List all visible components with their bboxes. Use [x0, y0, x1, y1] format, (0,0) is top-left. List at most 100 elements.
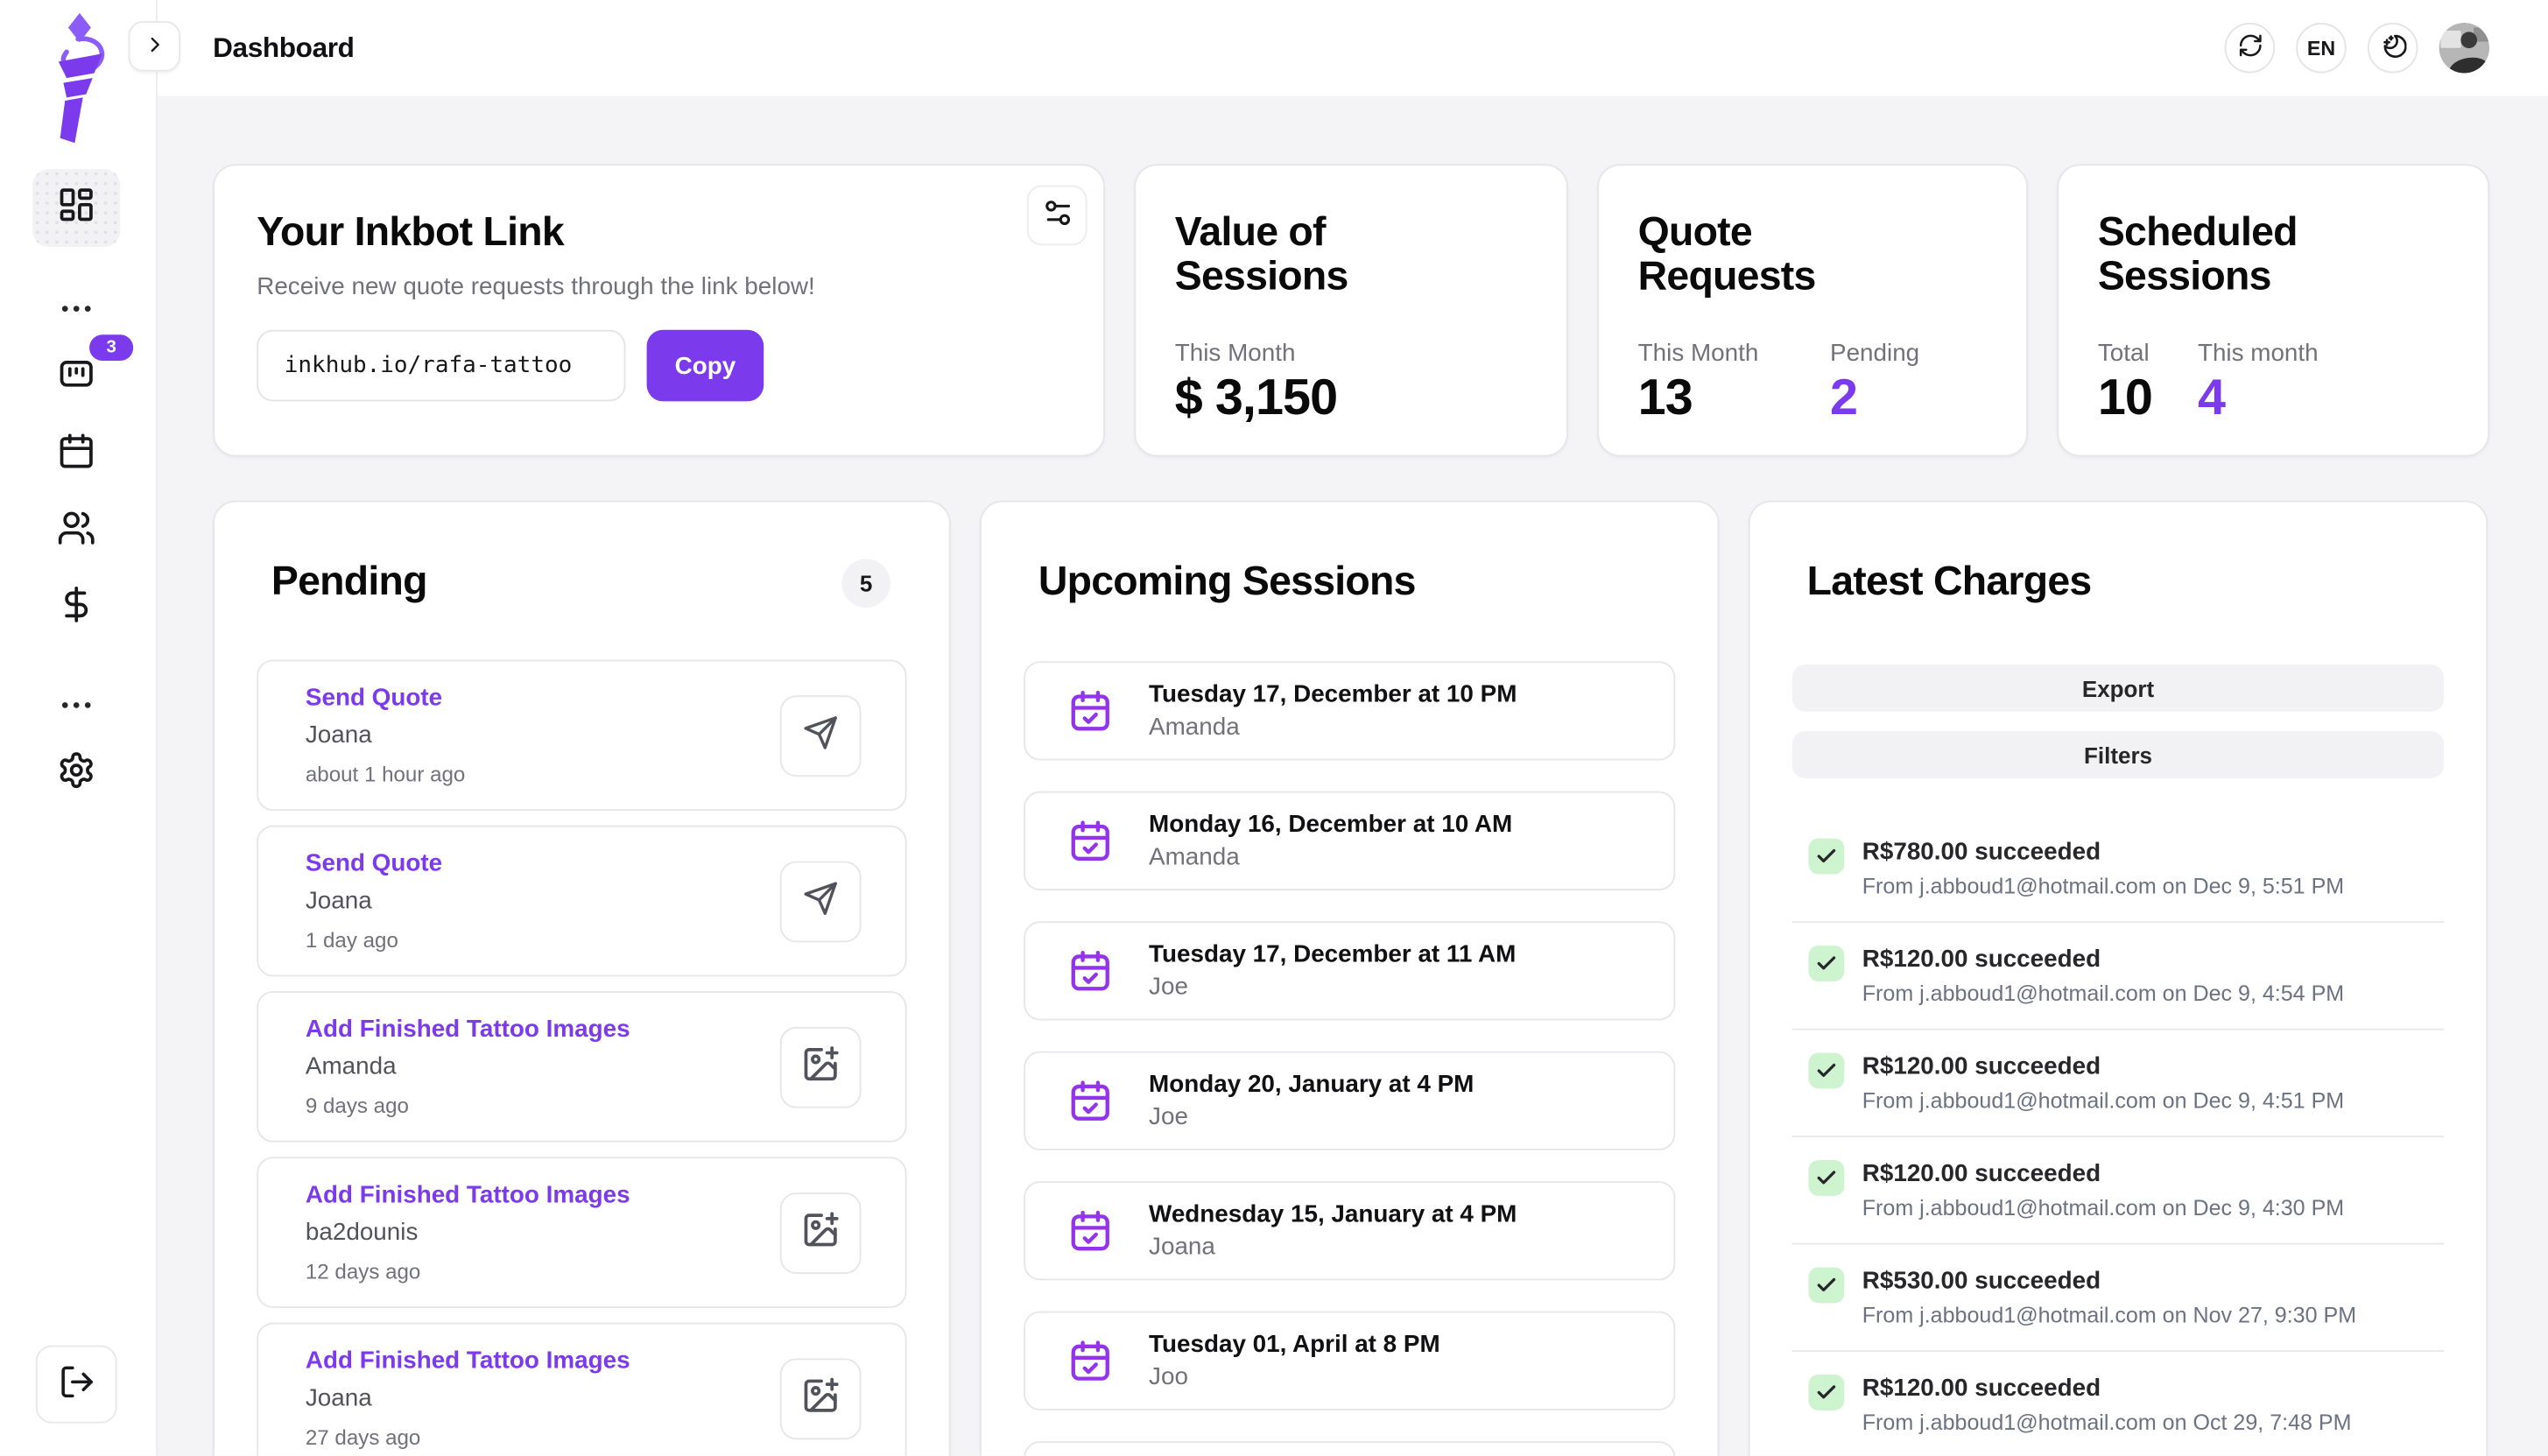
- logout-button[interactable]: [35, 1345, 117, 1424]
- pending-time: 9 days ago: [305, 1093, 409, 1118]
- pending-action-link[interactable]: Add Finished Tattoo Images: [305, 1181, 630, 1209]
- send-quote-button[interactable]: [779, 694, 862, 777]
- export-button[interactable]: Export: [1791, 665, 2445, 712]
- pending-item[interactable]: Send Quote Joana about 1 hour ago: [257, 659, 907, 812]
- add-images-button[interactable]: [779, 1192, 862, 1274]
- language-button[interactable]: EN: [2296, 22, 2347, 74]
- sidebar: 3: [0, 0, 158, 1456]
- charges-card-title: Latest Charges: [1806, 559, 2093, 605]
- pending-card: Pending 5 Send Quote Joana about 1 hour …: [213, 500, 951, 1456]
- app-logo[interactable]: [23, 10, 127, 146]
- sidebar-item-dashboard[interactable]: [32, 169, 121, 248]
- success-check-icon: [1808, 1160, 1845, 1196]
- sidebar-expand-button[interactable]: [128, 21, 180, 72]
- pending-action-link[interactable]: Add Finished Tattoo Images: [305, 1015, 630, 1044]
- charge-row: R$120.00 succeeded From j.abboud1@hotmai…: [1791, 923, 2445, 1030]
- latest-charges-card: Latest Charges Export Filters R$780.00 s…: [1748, 500, 2488, 1456]
- send-quote-button[interactable]: [779, 860, 862, 942]
- sidebar-item-payments[interactable]: [57, 585, 96, 624]
- session-item[interactable]: Wednesday 15, January at 4 PM Joana: [1024, 1181, 1676, 1281]
- session-client-name: Joo: [1149, 1363, 1188, 1391]
- calendar-check-icon: [1067, 1078, 1113, 1123]
- notification-badge: 3: [89, 334, 134, 361]
- session-client-name: Amanda: [1149, 843, 1240, 871]
- image-plus-icon: [801, 1045, 841, 1088]
- metric-value-accent: 4: [2197, 369, 2226, 426]
- filters-button[interactable]: Filters: [1791, 731, 2445, 778]
- session-item-partial[interactable]: [1024, 1441, 1676, 1456]
- pending-time: 1 day ago: [305, 927, 398, 953]
- metric-label: This month: [2197, 339, 2319, 368]
- charge-detail: From j.abboud1@hotmail.com on Dec 9, 4:5…: [1862, 981, 2345, 1006]
- session-item[interactable]: Monday 20, January at 4 PM Joe: [1024, 1051, 1676, 1150]
- pending-item[interactable]: Add Finished Tattoo Images ba2dounis 12 …: [257, 1157, 907, 1308]
- charge-detail: From j.abboud1@hotmail.com on Dec 9, 5:5…: [1862, 874, 2345, 899]
- ellipsis-icon-bottom: [57, 686, 96, 725]
- user-avatar[interactable]: [2439, 22, 2490, 74]
- charge-amount: R$530.00 succeeded: [1862, 1267, 2101, 1296]
- metric-value: 10: [2097, 369, 2153, 426]
- charge-amount: R$120.00 succeeded: [1862, 946, 2101, 974]
- charge-row: R$530.00 succeeded From j.abboud1@hotmai…: [1791, 1245, 2445, 1353]
- pending-item[interactable]: Add Finished Tattoo Images Amanda 9 days…: [257, 991, 907, 1143]
- image-plus-icon: [801, 1211, 841, 1255]
- metric-label: Pending: [1830, 339, 1920, 368]
- pending-action-link[interactable]: Send Quote: [305, 849, 443, 878]
- dashboard-grid-icon: [57, 185, 96, 232]
- charge-detail: From j.abboud1@hotmail.com on Dec 9, 4:5…: [1862, 1088, 2345, 1114]
- sidebar-item-board[interactable]: [57, 355, 96, 394]
- metric-value: $ 3,150: [1174, 369, 1338, 426]
- refresh-button[interactable]: [2224, 22, 2276, 74]
- charge-row: R$120.00 succeeded From j.abboud1@hotmai…: [1792, 1352, 2444, 1456]
- calendar-check-icon: [1067, 948, 1113, 994]
- add-images-button[interactable]: [779, 1025, 862, 1108]
- link-settings-button[interactable]: [1026, 185, 1087, 246]
- metric-label: This Month: [1174, 339, 1296, 368]
- logout-icon: [58, 1363, 95, 1405]
- sidebar-item-settings[interactable]: [57, 750, 96, 790]
- pending-client-name: Joana: [305, 721, 372, 749]
- calendar-check-icon: [1067, 818, 1113, 863]
- session-item[interactable]: Tuesday 17, December at 11 AM Joe: [1024, 921, 1676, 1021]
- success-check-icon: [1808, 946, 1845, 981]
- chevron-right-icon: [142, 32, 166, 60]
- session-client-name: Amanda: [1149, 713, 1240, 742]
- dark-mode-button[interactable]: [2367, 22, 2418, 74]
- upcoming-sessions-card: Upcoming Sessions Tuesday 17, December a…: [980, 500, 1720, 1456]
- success-check-icon: [1808, 838, 1845, 875]
- inkbot-card-title: Your Inkbot Link: [257, 209, 564, 256]
- sliders-icon: [1041, 197, 1073, 235]
- pending-action-link[interactable]: Add Finished Tattoo Images: [305, 1347, 630, 1375]
- calendar-check-icon: [1067, 688, 1113, 734]
- pending-client-name: ba2dounis: [305, 1218, 419, 1247]
- charge-detail: From j.abboud1@hotmail.com on Oct 29, 7:…: [1862, 1410, 2352, 1435]
- charges-list: R$780.00 succeeded From j.abboud1@hotmai…: [1791, 816, 2445, 1456]
- add-images-button[interactable]: [779, 1357, 862, 1439]
- stat-card-title: Value of Sessions: [1174, 209, 1349, 299]
- copy-link-button[interactable]: Copy: [646, 329, 764, 402]
- image-plus-icon: [801, 1376, 841, 1420]
- sidebar-item-clients[interactable]: [57, 509, 96, 548]
- session-item[interactable]: Tuesday 17, December at 10 PM Amanda: [1024, 661, 1676, 761]
- main-content: Your Inkbot Link Receive new quote reque…: [156, 95, 2548, 1456]
- inkbot-card-subtitle: Receive new quote requests through the l…: [257, 272, 815, 301]
- pending-item[interactable]: Send Quote Joana 1 day ago: [257, 825, 907, 977]
- pending-client-name: Joana: [305, 1384, 372, 1412]
- send-icon: [803, 715, 839, 756]
- pending-item[interactable]: Add Finished Tattoo Images Joana 27 days…: [257, 1322, 907, 1456]
- pending-time: 27 days ago: [305, 1424, 421, 1450]
- pending-action-link[interactable]: Send Quote: [305, 684, 443, 712]
- value-of-sessions-card: Value of Sessions This Month $ 3,150: [1134, 164, 1568, 457]
- ellipsis-icon-top: [57, 289, 96, 328]
- stat-card-title: Scheduled Sessions: [2097, 209, 2298, 299]
- session-client-name: Joe: [1149, 1103, 1188, 1131]
- upcoming-card-title: Upcoming Sessions: [1038, 559, 1417, 605]
- metric-label: This Month: [1637, 339, 1759, 368]
- sidebar-item-calendar[interactable]: [57, 433, 96, 472]
- session-item[interactable]: Monday 16, December at 10 AM Amanda: [1024, 791, 1676, 890]
- session-item[interactable]: Tuesday 01, April at 8 PM Joo: [1024, 1311, 1676, 1410]
- session-datetime: Tuesday 17, December at 11 AM: [1149, 940, 1517, 969]
- page-title: Dashboard: [213, 32, 355, 63]
- session-datetime: Tuesday 17, December at 10 PM: [1149, 680, 1517, 709]
